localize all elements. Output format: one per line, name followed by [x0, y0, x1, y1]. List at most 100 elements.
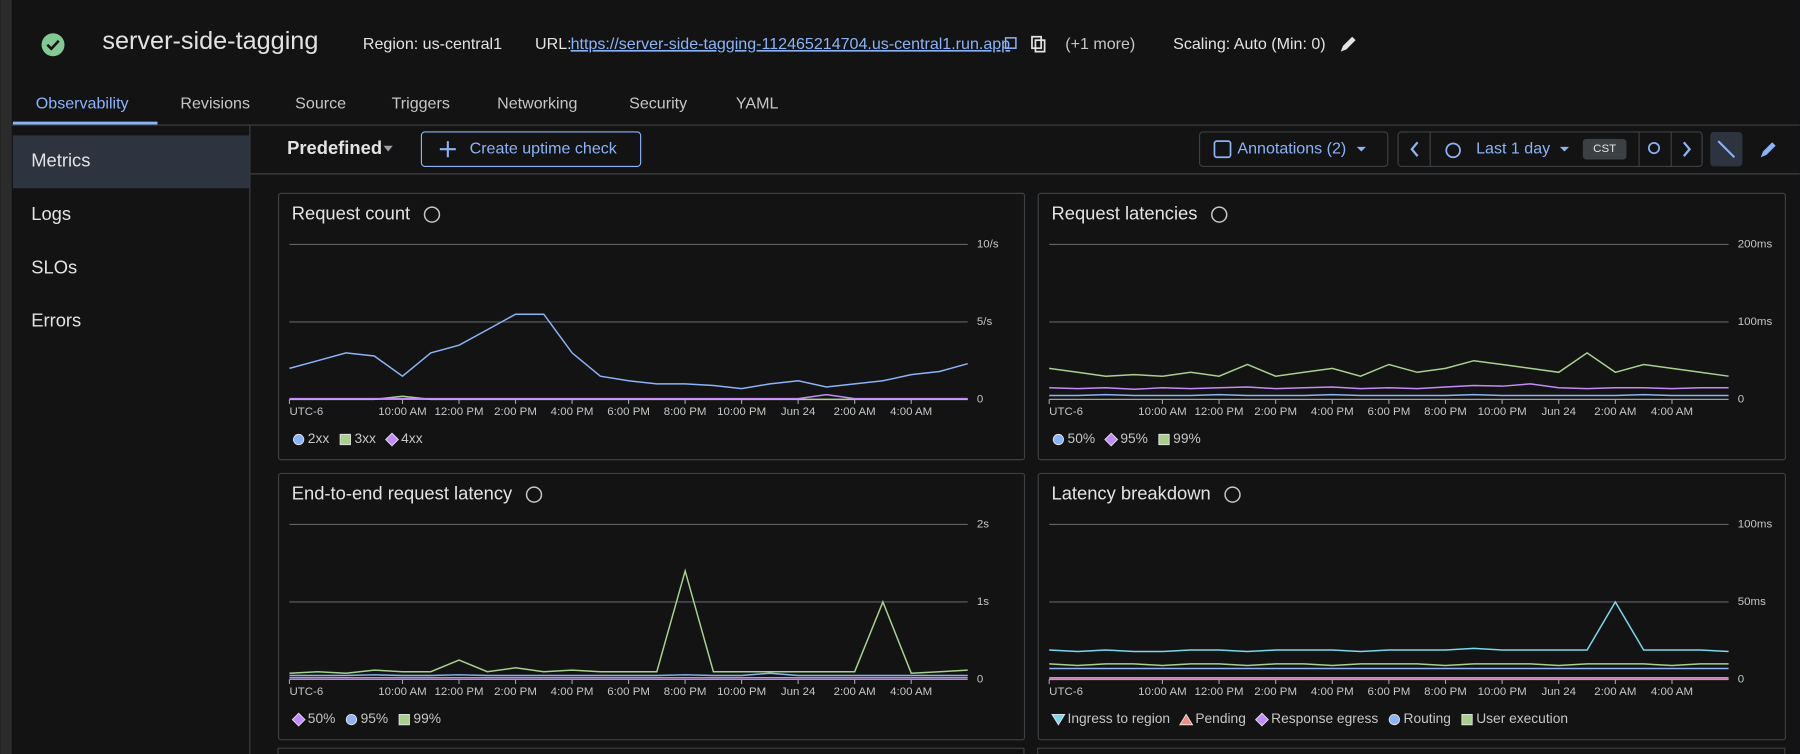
plus-icon — [439, 141, 456, 158]
sidebar-item[interactable]: SLOs — [31, 256, 77, 277]
next-button[interactable] — [1682, 141, 1692, 157]
x-tick-label: Jun 24 — [1542, 406, 1577, 418]
x-tick-label: 6:00 PM — [1368, 406, 1411, 418]
prev-button[interactable] — [1410, 141, 1419, 157]
y-tick-label: 50ms — [1738, 596, 1766, 608]
range-label[interactable]: Last 1 day — [1476, 139, 1550, 157]
legend-label: Pending — [1195, 711, 1246, 726]
series-line — [289, 395, 968, 401]
panel-border — [1037, 192, 1786, 461]
sidebar-item[interactable]: Metrics — [31, 150, 90, 171]
y-tick-label: 2s — [977, 519, 989, 531]
series-line — [1049, 383, 1729, 391]
series-line — [289, 393, 968, 400]
help-icon[interactable] — [423, 206, 441, 223]
x-tick-label: UTC-6 — [289, 686, 323, 698]
more-urls[interactable]: (+1 more) — [1065, 35, 1135, 53]
x-tick-label: 2:00 AM — [1594, 406, 1636, 418]
legend-label: 3xx — [354, 431, 376, 446]
y-tick-label: 100ms — [1738, 519, 1773, 531]
panel-partial — [1037, 747, 1786, 754]
tab[interactable]: Networking — [497, 95, 577, 113]
help-icon[interactable] — [1211, 206, 1228, 223]
create-button[interactable] — [420, 131, 642, 167]
clock-icon — [1445, 142, 1461, 159]
help-icon[interactable] — [525, 486, 543, 503]
annotations-icon — [1213, 140, 1232, 159]
x-tick-label: 10:00 AM — [378, 406, 426, 418]
help-icon[interactable] — [1224, 486, 1241, 503]
legend-marker — [1104, 432, 1119, 447]
preset-select[interactable]: Predefined — [287, 137, 382, 158]
series-line — [289, 568, 968, 674]
y-tick-label: 10/s — [977, 238, 999, 250]
sidebar-item[interactable]: Logs — [31, 203, 71, 224]
legend-label: 4xx — [401, 431, 423, 446]
tz-chip — [1582, 138, 1627, 160]
chart-title: Latency breakdown — [1051, 482, 1210, 503]
x-tick-label: 12:00 PM — [434, 686, 483, 698]
edit-dashboard[interactable] — [1760, 142, 1776, 158]
tab[interactable]: Triggers — [392, 95, 450, 113]
annotations-button[interactable] — [1198, 131, 1389, 167]
status-icon — [41, 33, 65, 57]
legend-marker — [1052, 433, 1064, 446]
create-label[interactable]: Create uptime check — [470, 139, 618, 157]
edit-icon[interactable] — [1340, 36, 1356, 52]
legend-label: Response egress — [1271, 711, 1378, 726]
tab[interactable]: Source — [295, 95, 346, 113]
sync-icon — [1717, 140, 1736, 158]
tab[interactable]: Observability — [36, 95, 129, 113]
y-tick-label: 5/s — [977, 316, 993, 328]
legend-marker — [291, 712, 306, 727]
chart-panel: Latency breakdown 0 50ms 100ms UTC-6 10:00 AM… — [1037, 472, 1786, 741]
legend-label: Ingress to region — [1068, 711, 1171, 726]
x-tick-label: 10:00 AM — [1138, 686, 1186, 698]
tab[interactable]: Security — [629, 95, 687, 113]
series-line — [1049, 393, 1729, 397]
legend-marker — [1388, 713, 1400, 726]
x-tick-label: 8:00 PM — [664, 406, 707, 418]
legend-label: Routing — [1404, 711, 1451, 726]
x-tick-label: 6:00 PM — [1368, 686, 1411, 698]
sidebar-item[interactable]: Errors — [31, 310, 81, 331]
legend-marker — [293, 433, 305, 446]
series-line — [1049, 351, 1729, 377]
copy-icon[interactable] — [1034, 39, 1046, 53]
dropdown-arrow — [1356, 146, 1366, 152]
x-tick-label: Jun 24 — [1542, 686, 1577, 698]
x-tick-label: 2:00 AM — [834, 406, 876, 418]
dropdown-arrow — [383, 145, 393, 152]
legend-label: 95% — [1120, 431, 1148, 446]
tab-bar: Observability Revisions Source Triggers Netw… — [36, 95, 779, 113]
series-line — [289, 672, 968, 677]
chart-title: End-to-end request latency — [292, 482, 513, 503]
service-url[interactable]: https://server-side-tagging-112465214704… — [571, 35, 1011, 53]
annotations-label[interactable]: Annotations (2) — [1237, 139, 1346, 157]
external-link-icon — [1004, 37, 1017, 49]
copy-icon-back — [1031, 35, 1043, 50]
legend-label: 99% — [413, 711, 441, 726]
x-tick-label: 2:00 PM — [1254, 406, 1297, 418]
chart-title: Request latencies — [1051, 202, 1197, 223]
x-tick-label: 4:00 AM — [890, 686, 932, 698]
x-tick-label: 12:00 PM — [1194, 686, 1243, 698]
legend-label: User execution — [1476, 711, 1568, 726]
x-tick-label: UTC-6 — [1049, 406, 1083, 418]
tab[interactable]: Revisions — [180, 95, 250, 113]
legend-label: 95% — [361, 711, 389, 726]
x-tick-label: 4:00 AM — [1651, 406, 1693, 418]
zoom-button[interactable] — [1647, 142, 1661, 155]
x-tick-label: 10:00 AM — [1138, 406, 1186, 418]
y-tick-label: 0 — [1738, 393, 1744, 405]
legend-label: 2xx — [308, 431, 330, 446]
legend-marker — [1461, 713, 1473, 726]
tab[interactable]: YAML — [736, 95, 779, 113]
panel-border — [277, 472, 1026, 741]
legend-marker — [339, 433, 351, 446]
legend-marker — [345, 713, 358, 726]
x-tick-label: 8:00 PM — [664, 686, 707, 698]
status-check — [46, 39, 60, 51]
y-tick-label: 100ms — [1738, 316, 1773, 328]
legend-marker — [385, 432, 399, 447]
